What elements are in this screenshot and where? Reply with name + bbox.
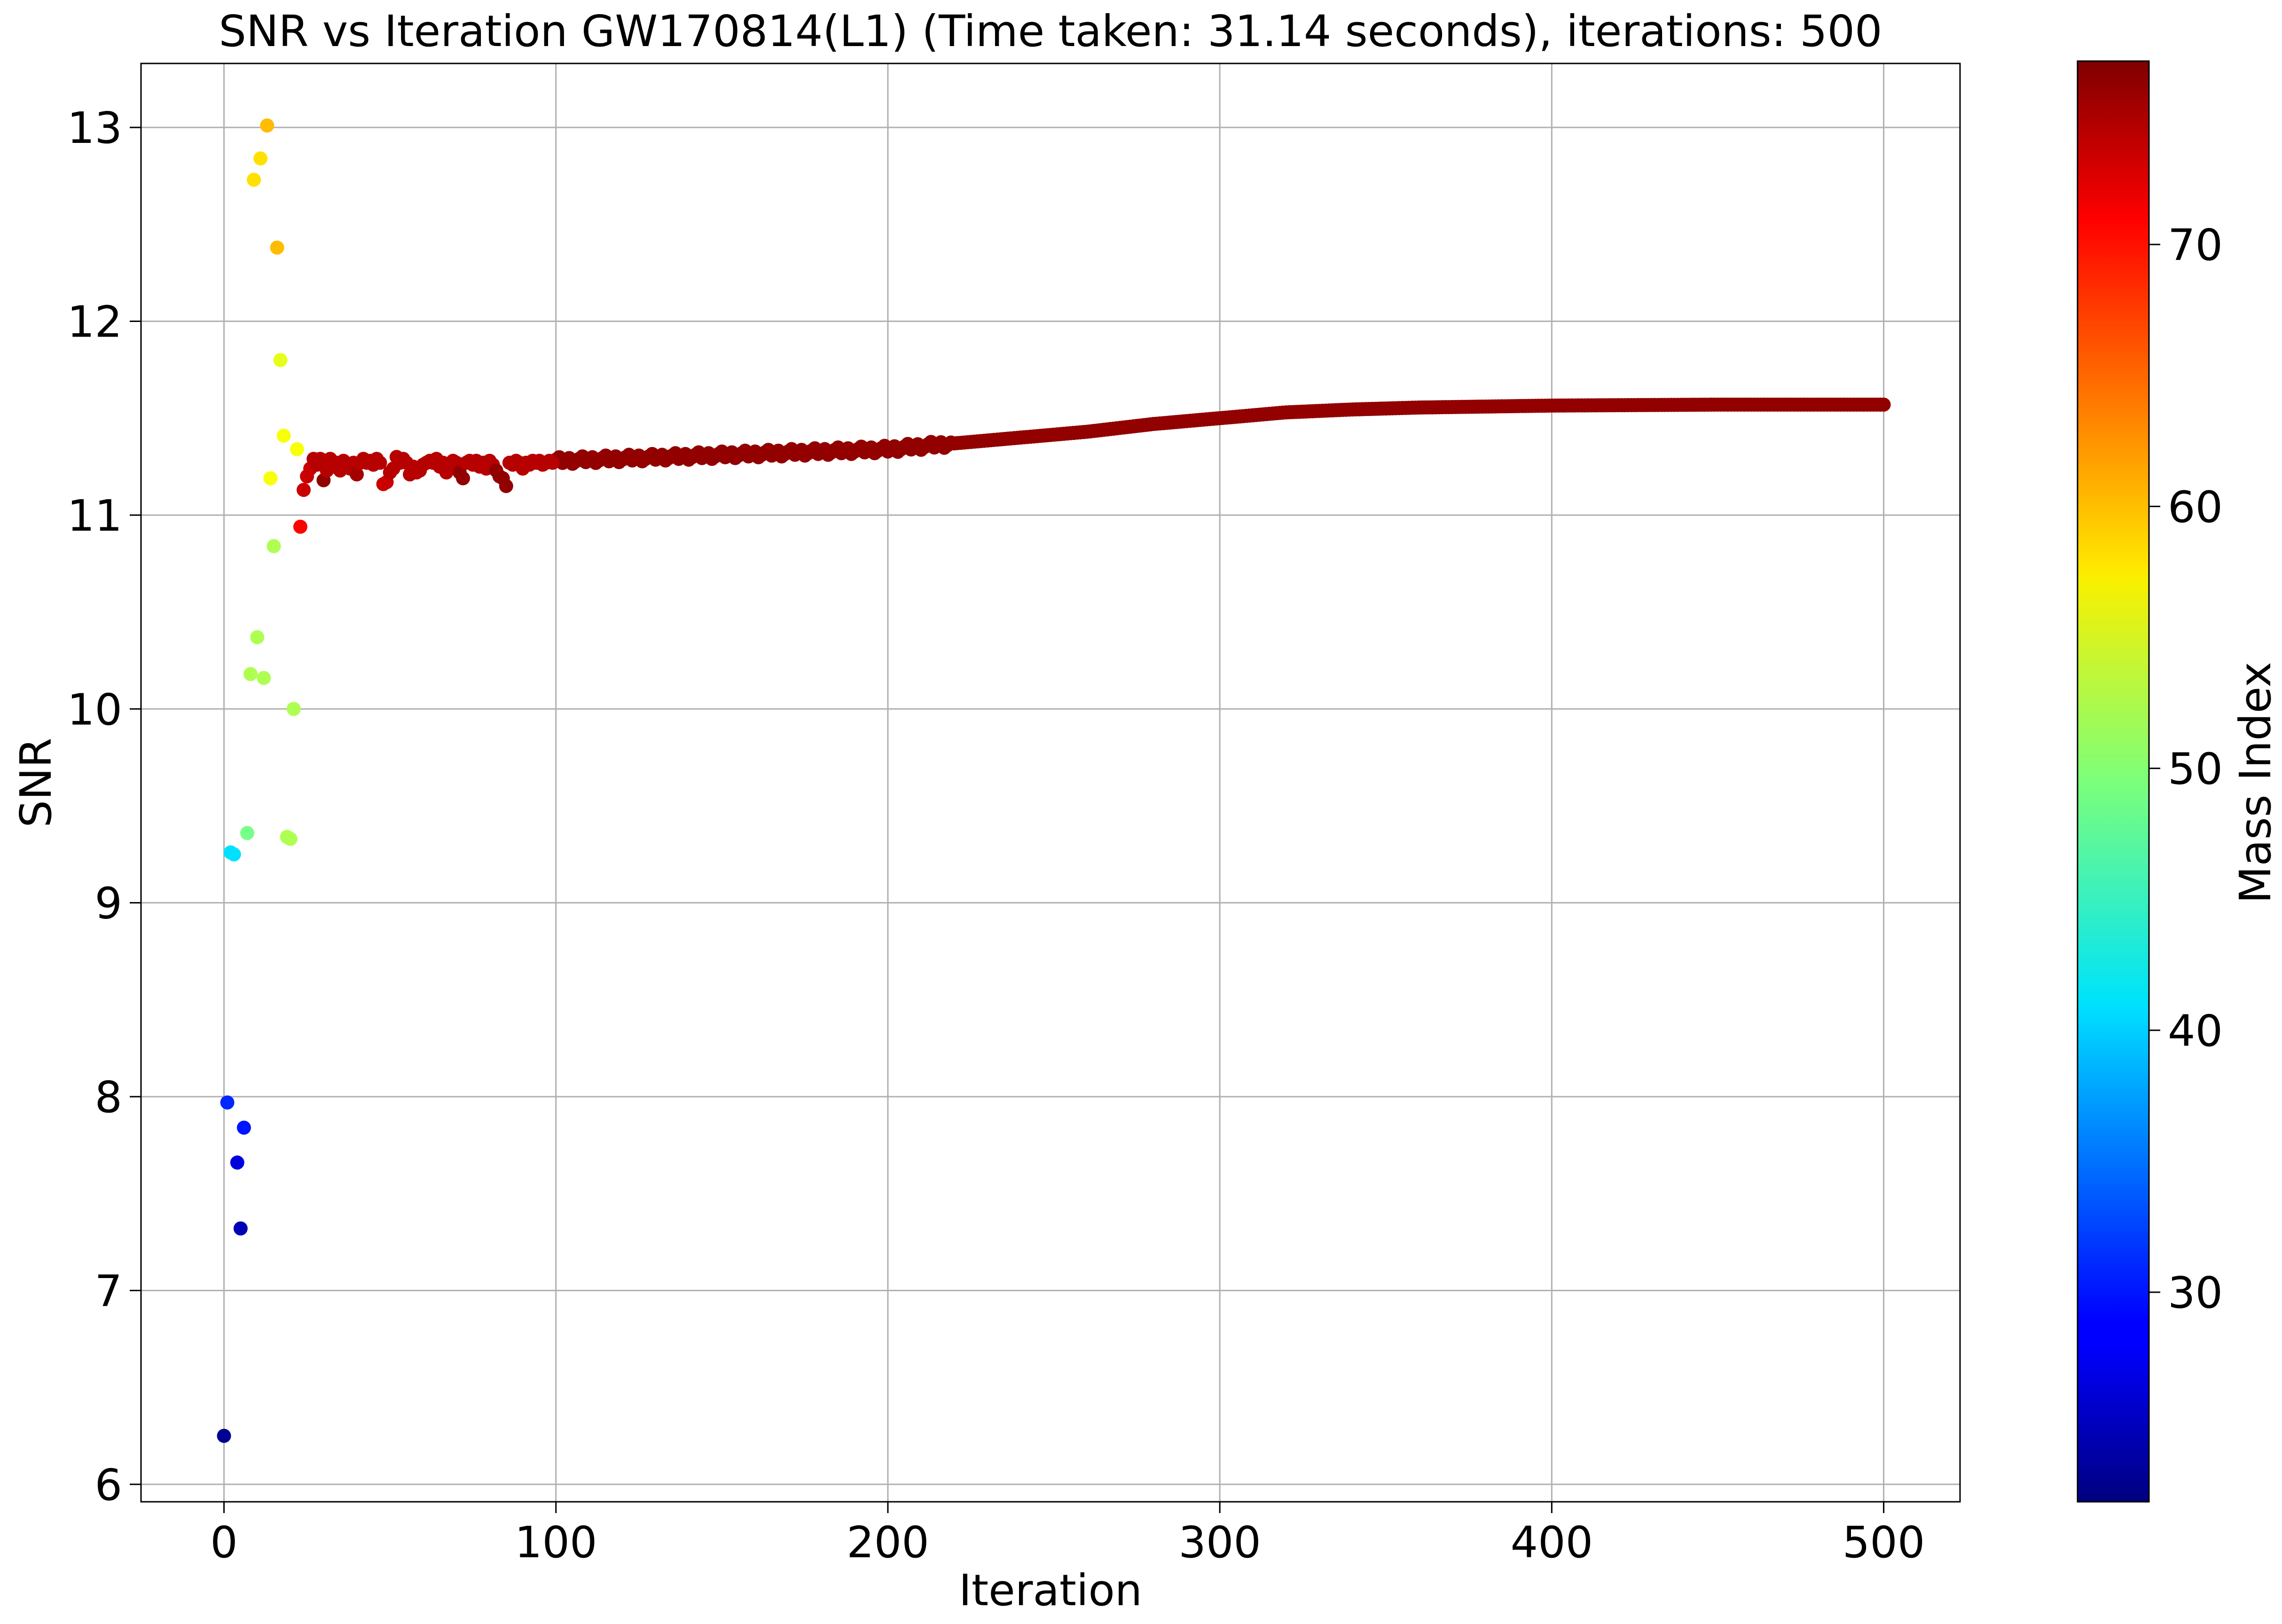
data-point [247, 173, 261, 187]
data-point [499, 479, 513, 494]
data-point [297, 483, 311, 497]
data-point [313, 452, 328, 466]
colorbar [2078, 61, 2149, 1502]
data-point [293, 519, 307, 534]
y-tick-label: 7 [94, 1266, 122, 1316]
x-tick-label: 300 [1178, 1517, 1261, 1568]
x-tick-label: 500 [1843, 1517, 1925, 1568]
data-point [456, 471, 471, 486]
data-point [267, 539, 281, 553]
data-point [230, 1155, 244, 1170]
x-tick-label: 100 [515, 1517, 597, 1568]
data-point [270, 240, 284, 255]
data-point [273, 353, 288, 367]
data-point [263, 471, 278, 486]
data-point [250, 630, 265, 644]
data-points [217, 118, 1891, 1443]
y-axis-label: SNR [11, 737, 61, 827]
data-point [545, 455, 560, 470]
y-tick-label: 10 [67, 684, 122, 735]
data-point [283, 832, 298, 846]
x-tick-label: 200 [847, 1517, 929, 1568]
data-point [350, 467, 364, 482]
data-point [286, 702, 301, 716]
data-point [236, 1121, 251, 1135]
data-point [243, 667, 258, 682]
y-tick-label: 6 [94, 1460, 122, 1510]
x-tick-label: 400 [1511, 1517, 1593, 1568]
data-point [1876, 397, 1891, 412]
y-tick-label: 11 [67, 491, 122, 541]
data-point [276, 428, 291, 443]
colorbar-tick-label: 60 [2168, 482, 2223, 532]
colorbar-frame [2077, 60, 2150, 1503]
grid-lines [141, 63, 1960, 1502]
data-point [290, 442, 304, 456]
data-point [227, 847, 241, 862]
data-point [260, 118, 274, 133]
y-axis-ticks: 6 7 8 9 10 11 12 13 [67, 103, 141, 1510]
data-point [233, 1221, 248, 1236]
colorbar-tick-label: 50 [2168, 744, 2223, 794]
plot-area-frame [140, 63, 1961, 1503]
data-point [240, 826, 254, 840]
y-tick-label: 12 [67, 297, 122, 347]
y-tick-label: 8 [94, 1072, 122, 1122]
y-tick-label: 13 [67, 103, 122, 153]
data-point [220, 1095, 235, 1110]
colorbar-tick-label: 70 [2168, 220, 2223, 270]
x-axis-ticks: 0 100 200 300 400 500 [210, 1502, 1925, 1568]
data-point [257, 671, 271, 685]
colorbar-ticks: 30 40 50 60 70 [2149, 220, 2223, 1318]
data-point [253, 151, 268, 166]
x-tick-label: 0 [210, 1517, 238, 1568]
data-point [373, 455, 387, 470]
y-tick-label: 9 [94, 879, 122, 929]
chart-title: SNR vs Iteration GW170814(L1) (Time take… [219, 6, 1882, 56]
x-axis-label: Iteration [959, 1565, 1142, 1616]
colorbar-tick-label: 40 [2168, 1006, 2223, 1056]
colorbar-tick-label: 30 [2168, 1268, 2223, 1318]
data-point [217, 1428, 231, 1443]
colorbar-label: Mass Index [2230, 662, 2281, 903]
